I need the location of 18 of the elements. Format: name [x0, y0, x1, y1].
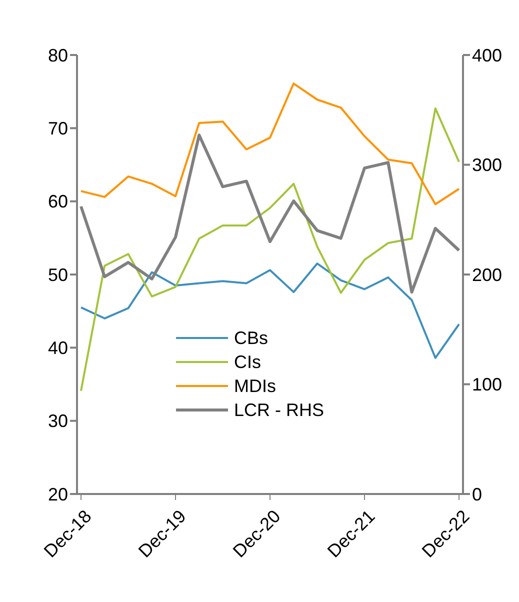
y2-tick-label: 100	[472, 374, 502, 395]
y2-tick-label: 0	[472, 484, 482, 504]
y2-tick-label: 300	[472, 155, 502, 176]
line-series	[80, 107, 460, 392]
legend-label: MDIs	[234, 375, 276, 398]
legend-label: LCR - RHS	[234, 399, 324, 422]
y-tick-label: 60	[48, 192, 68, 212]
y-tick-label: 80	[48, 45, 68, 66]
y-tick-label: 20	[48, 484, 68, 504]
legend-label: CBs	[234, 327, 268, 350]
y2-tick-label: 200	[472, 264, 502, 285]
y-tick-label: 50	[48, 264, 68, 285]
y-tick-label: 40	[48, 338, 68, 358]
y-tick-label: 70	[48, 118, 68, 139]
line-series	[80, 82, 460, 206]
y2-tick-label: 400	[472, 45, 502, 66]
y-tick-label: 30	[48, 411, 68, 432]
legend-label: CIs	[234, 351, 261, 374]
